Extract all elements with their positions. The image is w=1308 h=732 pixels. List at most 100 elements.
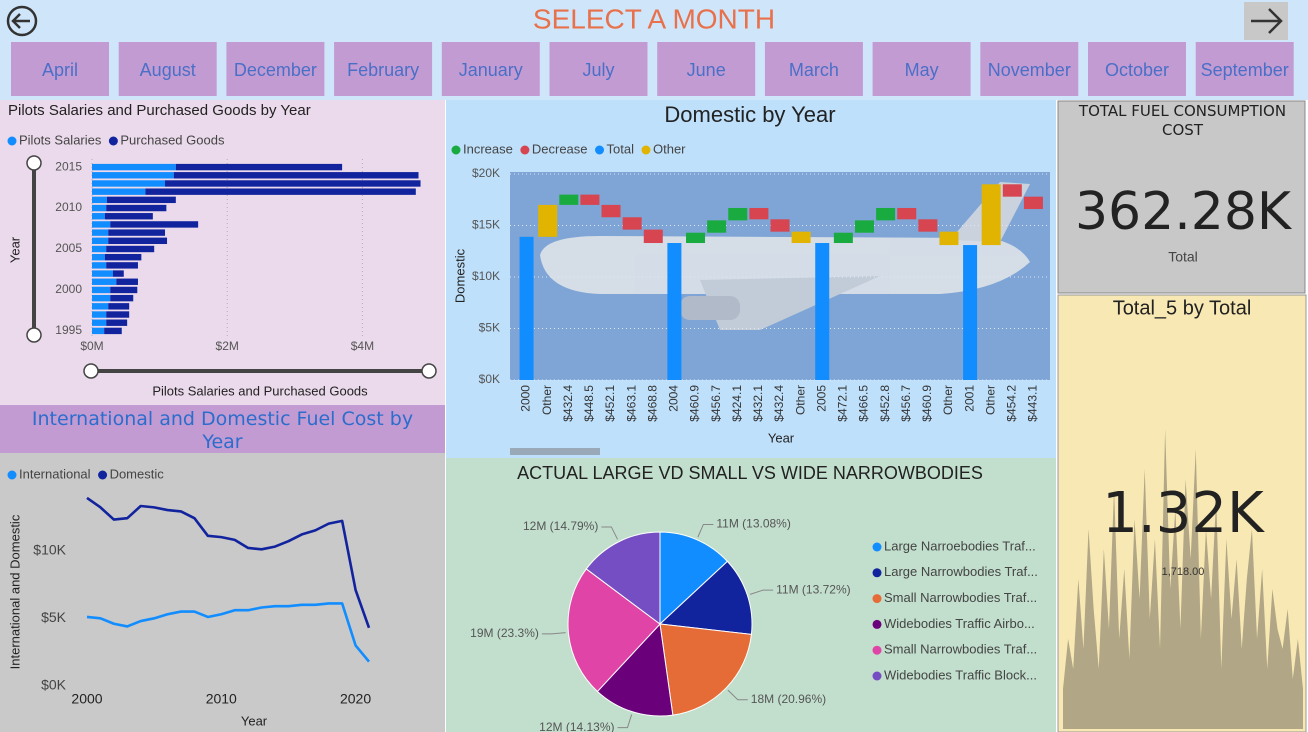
legend-label: Purchased Goods bbox=[120, 132, 225, 147]
bar bbox=[110, 221, 199, 228]
slider-handle[interactable] bbox=[83, 363, 99, 379]
legend-label: Widebodies Traffic Airbo... bbox=[884, 616, 1035, 631]
bar bbox=[92, 311, 107, 318]
month-button[interactable]: June bbox=[657, 42, 756, 96]
month-label: June bbox=[687, 60, 726, 80]
month-button[interactable]: December bbox=[226, 42, 325, 96]
bar bbox=[92, 253, 105, 261]
bar bbox=[106, 262, 138, 269]
month-button[interactable]: August bbox=[118, 42, 217, 96]
month-button-bg bbox=[1195, 42, 1294, 96]
bar bbox=[963, 245, 978, 380]
x-tick-label: 2001 bbox=[962, 385, 976, 412]
month-button[interactable]: October bbox=[1088, 42, 1186, 96]
pie-slice bbox=[585, 531, 661, 625]
leader-line bbox=[749, 589, 774, 595]
legend-marker bbox=[520, 145, 530, 155]
bar bbox=[918, 219, 938, 232]
y-tick-label: $5K bbox=[479, 321, 500, 335]
bar bbox=[165, 180, 421, 187]
legend-marker bbox=[872, 594, 882, 604]
legend-marker bbox=[872, 671, 882, 681]
y-tick-label: 2005 bbox=[55, 241, 82, 255]
card-label: Total bbox=[1168, 249, 1198, 265]
pie-slice bbox=[596, 622, 674, 717]
month-label: August bbox=[140, 60, 196, 80]
bar bbox=[106, 196, 176, 204]
legend-label: Decrease bbox=[532, 141, 588, 156]
legend-marker bbox=[98, 470, 108, 480]
month-label: January bbox=[459, 60, 523, 80]
legend-marker bbox=[595, 145, 605, 155]
pie-slice bbox=[658, 560, 753, 635]
month-label: November bbox=[988, 60, 1071, 80]
legend-label: Increase bbox=[463, 141, 513, 156]
bar bbox=[92, 163, 176, 171]
chart-title-box: International and Domestic Fuel Cost by … bbox=[32, 408, 413, 453]
bar bbox=[939, 231, 959, 246]
bar bbox=[643, 229, 663, 244]
slider-handle[interactable] bbox=[26, 155, 42, 171]
scrollbar[interactable] bbox=[510, 448, 600, 455]
data-label: 19M (23.3%) bbox=[470, 626, 539, 640]
slider-handle[interactable] bbox=[26, 327, 42, 343]
bar bbox=[108, 229, 166, 236]
month-button-bg bbox=[872, 42, 971, 96]
bar bbox=[622, 217, 642, 230]
bar bbox=[92, 196, 107, 204]
bar bbox=[104, 327, 122, 335]
kpi-annotation: 1,718.00 bbox=[1162, 566, 1205, 578]
leader-line bbox=[541, 632, 566, 635]
bar bbox=[106, 245, 155, 253]
panel-bg bbox=[446, 458, 1056, 732]
x-tick-label: $448.5 bbox=[582, 385, 596, 422]
bar bbox=[92, 180, 166, 187]
bar bbox=[667, 243, 682, 380]
y-tick-label: 1995 bbox=[55, 323, 82, 337]
x-axis-label: Pilots Salaries and Purchased Goods bbox=[152, 383, 368, 398]
bar bbox=[981, 184, 1001, 246]
bar bbox=[106, 319, 128, 326]
month-button[interactable]: September bbox=[1195, 42, 1294, 96]
month-label: October bbox=[1105, 60, 1169, 80]
x-tick-label: 2005 bbox=[814, 385, 828, 412]
month-button[interactable]: May bbox=[872, 42, 971, 96]
bar bbox=[104, 253, 142, 261]
month-button-bg bbox=[657, 42, 756, 96]
next-button[interactable] bbox=[1244, 2, 1288, 40]
bar bbox=[815, 243, 830, 380]
data-label: 12M (14.13%) bbox=[539, 720, 614, 732]
bar bbox=[112, 270, 124, 277]
card-bg bbox=[1057, 100, 1306, 294]
bar bbox=[92, 294, 111, 302]
month-button[interactable]: April bbox=[11, 42, 109, 96]
y-axis-label: Year bbox=[7, 236, 22, 263]
month-button[interactable]: November bbox=[980, 42, 1079, 96]
month-label: April bbox=[42, 60, 78, 80]
month-label: March bbox=[789, 60, 839, 80]
pie-slice bbox=[659, 531, 729, 626]
legend-label: International bbox=[19, 466, 91, 481]
pie-slice bbox=[659, 623, 752, 716]
bar bbox=[92, 188, 146, 195]
bar bbox=[92, 303, 109, 310]
month-button[interactable]: February bbox=[334, 42, 433, 96]
month-button-bg bbox=[764, 42, 863, 96]
card-title-box: TOTAL FUEL CONSUMPTION COST bbox=[1079, 102, 1286, 139]
month-label: May bbox=[905, 60, 939, 80]
month-button[interactable]: January bbox=[441, 42, 540, 96]
x-tick-label: 2010 bbox=[206, 691, 237, 707]
month-button-bg bbox=[334, 42, 433, 96]
bar bbox=[92, 221, 111, 228]
x-tick-label: $452.8 bbox=[878, 385, 892, 422]
month-button[interactable]: July bbox=[549, 42, 648, 96]
x-tick-label: $460.9 bbox=[688, 385, 702, 422]
y-tick-label: $20K bbox=[472, 166, 500, 180]
x-tick-label: $432.1 bbox=[751, 385, 765, 422]
x-tick-label: 2004 bbox=[667, 385, 681, 412]
legend-marker bbox=[108, 136, 118, 146]
x-tick-label: 2000 bbox=[519, 385, 533, 412]
slider-handle[interactable] bbox=[421, 363, 437, 379]
month-button[interactable]: March bbox=[764, 42, 863, 96]
back-button[interactable] bbox=[6, 5, 38, 37]
